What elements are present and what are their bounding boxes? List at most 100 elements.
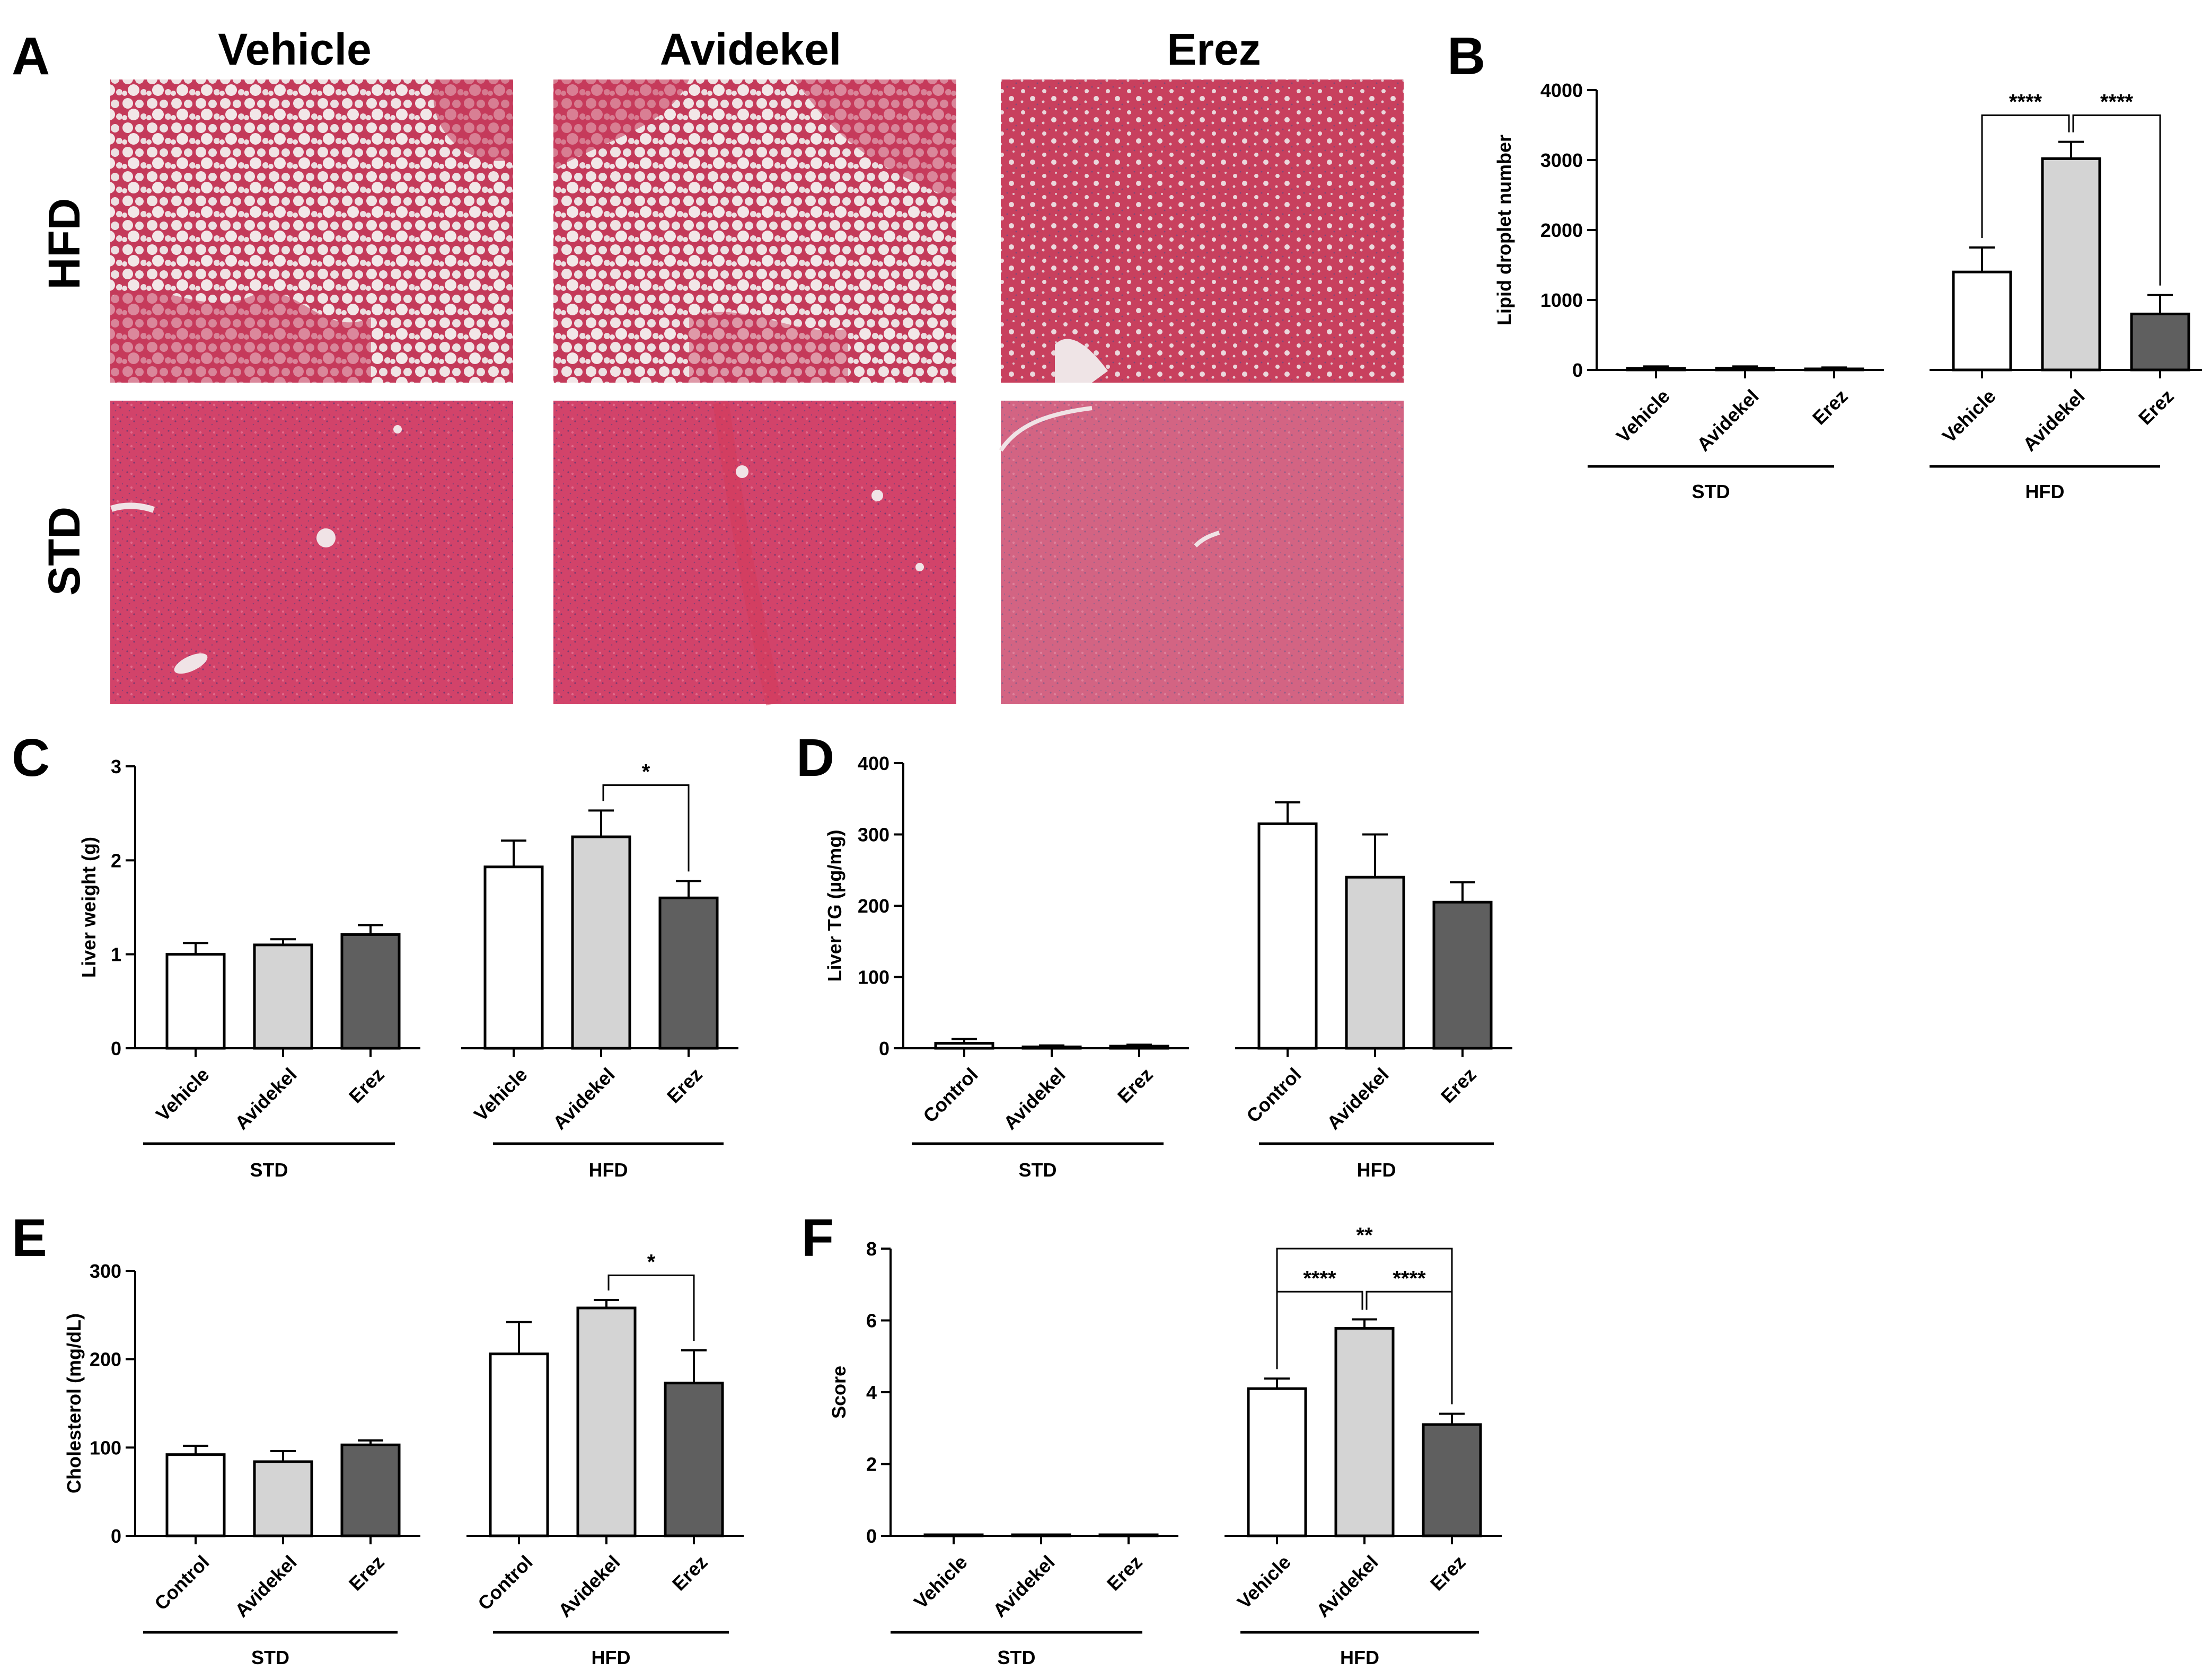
y-tick-label: 8 — [866, 1238, 877, 1260]
x-tick-label: Avidekel — [999, 1064, 1070, 1134]
group-label: HFD — [592, 1647, 631, 1668]
bar-hfd-vehicle — [1247, 1387, 1307, 1537]
y-tick-label: 300 — [90, 1260, 121, 1282]
y-tick-label: 4000 — [1540, 79, 1583, 101]
bar-hfd-erez — [664, 1382, 724, 1537]
bar-std-erez — [1109, 1045, 1169, 1050]
bar-hfd-erez — [1432, 900, 1493, 1050]
bar-hfd-avidekel — [2041, 157, 2101, 372]
x-tick-label: Vehicle — [1233, 1551, 1295, 1613]
bar-std-vehicle — [165, 953, 226, 1050]
panel-letter-c: C — [12, 728, 50, 788]
y-tick-label: 300 — [858, 824, 889, 846]
significance-bracket — [1276, 1290, 1363, 1369]
bar-std-avidekel — [253, 943, 313, 1050]
x-tick-label: Vehicle — [470, 1064, 532, 1126]
significance-label: **** — [1303, 1267, 1336, 1290]
y-tick-label: 2 — [111, 850, 121, 871]
column-header-vehicle: Vehicle — [218, 24, 372, 74]
x-tick-label: Control — [919, 1064, 982, 1127]
significance-label: * — [642, 760, 650, 783]
bar-std-avidekel — [1715, 367, 1775, 372]
chart-d: D Liver TG (µg/mg) 0 100 200 300 400 Control Avi… — [796, 728, 1512, 1181]
y-tick-label: 6 — [866, 1310, 877, 1332]
x-tick-label: Avidekel — [1323, 1064, 1393, 1134]
bar-std-avidekel — [1011, 1533, 1071, 1537]
x-tick-label: Avidekel — [231, 1064, 301, 1134]
significance-label: **** — [1393, 1267, 1426, 1290]
panel-letter-d: D — [796, 728, 834, 788]
bar-hfd-control — [1257, 822, 1318, 1050]
y-axis-label: Cholesterol (mg/dL) — [63, 1313, 85, 1493]
bar-std-avidekel — [253, 1460, 313, 1537]
x-tick-label: Erez — [668, 1551, 712, 1595]
micrograph-std-vehicle — [110, 401, 513, 704]
bar-hfd-erez — [658, 896, 719, 1050]
chart-f: F Score 0 2 4 6 8 Vehicle Avidekel Erez STD Vehicle… — [801, 1208, 1502, 1668]
bar-hfd-vehicle — [483, 865, 544, 1050]
significance-bracket — [607, 1274, 695, 1341]
y-tick-label: 0 — [879, 1038, 889, 1059]
bar-hfd-control — [489, 1352, 549, 1537]
panel-letter-f: F — [801, 1208, 834, 1268]
group-label: HFD — [1357, 1159, 1396, 1181]
y-axis-label: Score — [828, 1366, 850, 1419]
bar-std-erez — [340, 933, 401, 1050]
x-tick-label: Erez — [663, 1064, 707, 1108]
y-tick-label: 100 — [858, 967, 889, 988]
x-tick-label: Avidekel — [554, 1551, 624, 1622]
chart-e: E Cholesterol (mg/dL) 0 100 200 300 Control Avi… — [12, 1208, 744, 1668]
x-tick-label: Erez — [2134, 385, 2178, 429]
micrograph-std-erez — [999, 401, 1404, 704]
panel-letter-b: B — [1447, 26, 1485, 86]
group-label: HFD — [2025, 481, 2065, 502]
bar-hfd-avidekel — [1345, 876, 1405, 1050]
bar-std-vehicle — [923, 1533, 984, 1537]
y-tick-label: 3 — [111, 756, 121, 777]
bar-std-erez — [340, 1443, 401, 1537]
row-label-hfd: HFD — [39, 198, 89, 290]
x-tick-label: Erez — [345, 1551, 389, 1595]
x-tick-label: Vehicle — [1938, 385, 2000, 447]
x-tick-label: Erez — [1437, 1064, 1481, 1108]
group-label: STD — [1692, 481, 1730, 502]
panel-a: A Vehicle Avidekel Erez HFD STD — [12, 24, 1404, 706]
y-tick-label: 0 — [866, 1525, 877, 1547]
y-axis-label: Lipid droplet number — [1493, 135, 1515, 325]
x-tick-label: Avidekel — [231, 1551, 301, 1622]
group-label: HFD — [1340, 1647, 1379, 1668]
group-label: HFD — [589, 1159, 628, 1181]
bar-hfd-avidekel — [571, 835, 631, 1050]
significance-label: **** — [2009, 91, 2042, 114]
bar-hfd-erez — [2130, 312, 2190, 372]
panel-letter-a: A — [12, 26, 50, 86]
bar-std-control — [165, 1453, 226, 1537]
significance-bracket — [2072, 114, 2161, 286]
significance-label: **** — [2100, 91, 2134, 114]
significance-bracket — [1366, 1290, 1453, 1404]
group-label: STD — [251, 1647, 289, 1668]
significance-bracket — [602, 784, 690, 872]
y-tick-label: 0 — [111, 1038, 121, 1059]
y-tick-label: 4 — [866, 1382, 877, 1403]
bar-hfd-avidekel — [1334, 1327, 1395, 1537]
significance-bracket — [1981, 114, 2070, 238]
row-label-std: STD — [39, 507, 89, 596]
y-axis-label: Liver weight (g) — [78, 837, 100, 978]
x-tick-label: Erez — [1426, 1551, 1470, 1595]
x-tick-label: Avidekel — [549, 1064, 619, 1134]
x-tick-label: Vehicle — [910, 1551, 972, 1613]
x-tick-label: Erez — [1103, 1551, 1147, 1595]
y-axis-label: Liver TG (µg/mg) — [824, 830, 845, 982]
x-tick-label: Erez — [1113, 1064, 1157, 1108]
group-label: STD — [1019, 1159, 1057, 1181]
y-tick-label: 200 — [858, 895, 889, 917]
micrograph-hfd-erez — [1001, 79, 1404, 383]
y-tick-label: 2000 — [1540, 219, 1583, 241]
x-tick-label: Avidekel — [1693, 385, 1763, 456]
x-tick-label: Erez — [345, 1064, 389, 1108]
y-tick-label: 0 — [111, 1525, 121, 1547]
x-tick-label: Control — [150, 1551, 213, 1614]
bar-std-control — [934, 1042, 994, 1050]
y-tick-label: 2 — [866, 1454, 877, 1475]
